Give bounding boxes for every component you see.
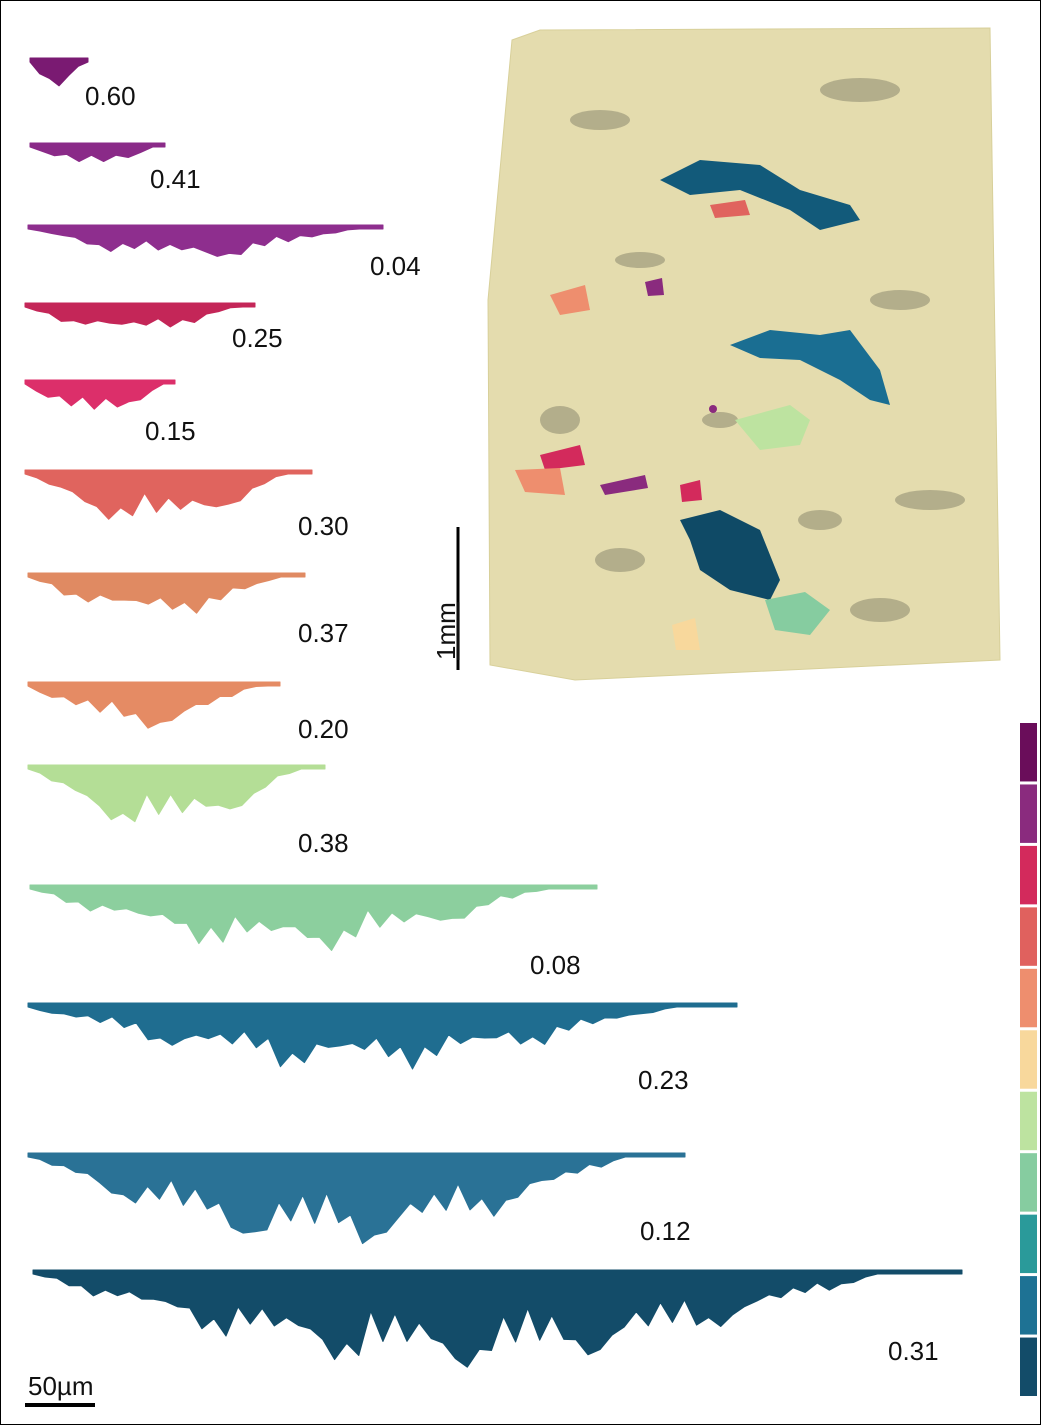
profile-label: 0.31: [888, 1336, 939, 1366]
map-scale-label: 1mm: [431, 602, 461, 660]
profile-label: 0.60: [85, 81, 136, 111]
colorbar-swatch: [1020, 1338, 1037, 1396]
colorbar: [1020, 723, 1037, 1396]
profile-label: 0.41: [150, 164, 201, 194]
colorbar-swatch: [1020, 1092, 1037, 1150]
profile-label: 0.04: [370, 251, 421, 281]
profile-label: 0.23: [638, 1065, 689, 1095]
profile-label: 0.38: [298, 828, 349, 858]
profile-label: 0.08: [530, 950, 581, 980]
colorbar-swatch: [1020, 1215, 1037, 1273]
profile-label: 0.15: [145, 416, 196, 446]
profile-label: 0.12: [640, 1216, 691, 1246]
colorbar-swatch: [1020, 1030, 1037, 1088]
profile-label: 0.37: [298, 618, 349, 648]
colorbar-swatch: [1020, 907, 1037, 965]
colorbar-swatch: [1020, 969, 1037, 1027]
colorbar-swatch: [1020, 1153, 1037, 1211]
profile-scale-label: 50µm: [28, 1371, 94, 1401]
figure: 1mm 0.60 0.41 0.04 0.25 0.15 0.30 0.37 0.20 0.38…: [0, 0, 1042, 1426]
colorbar-swatch: [1020, 723, 1037, 781]
pit-map: 1mm: [431, 28, 1000, 680]
colorbar-swatch: [1020, 846, 1037, 904]
profile-label: 0.25: [232, 323, 283, 353]
colorbar-swatch: [1020, 784, 1037, 842]
profile-label: 0.30: [298, 511, 349, 541]
colorbar-swatch: [1020, 1276, 1037, 1334]
profile-label: 0.20: [298, 714, 349, 744]
